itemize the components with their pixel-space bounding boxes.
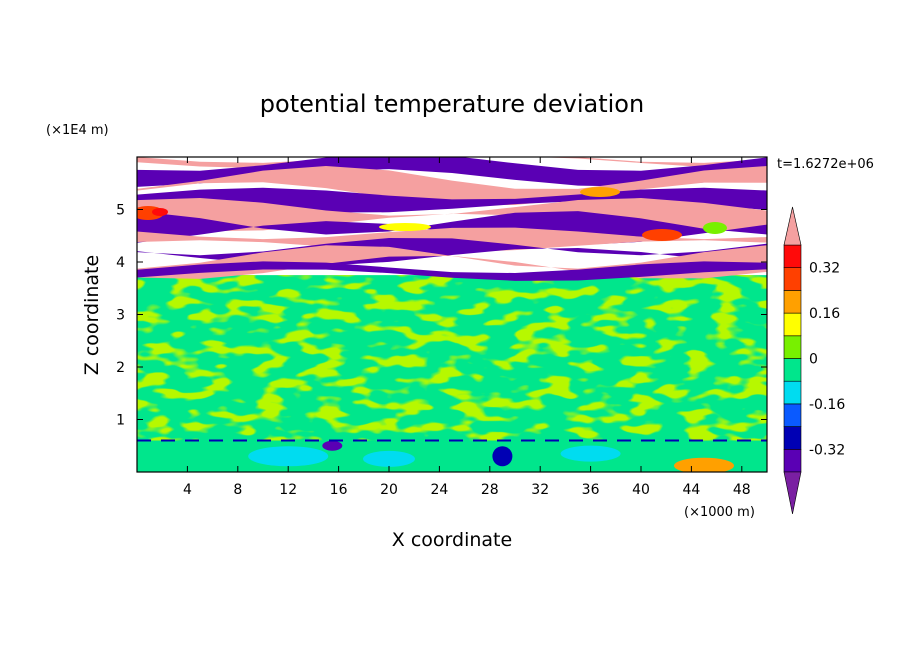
layer-blob	[580, 187, 620, 197]
y-tick-label: 2	[116, 360, 125, 376]
colorbar-segment	[783, 244, 802, 269]
layer-blob	[152, 208, 168, 216]
boundary-blob	[560, 445, 621, 462]
layer-blob	[642, 229, 682, 241]
layer-blob	[703, 222, 727, 234]
x-tick-label: 40	[632, 482, 650, 498]
colorbar-segment	[783, 335, 802, 359]
boundary-blob	[363, 450, 415, 467]
y-axis-label: Z coordinate	[81, 255, 103, 375]
colorbar-segment	[783, 290, 802, 314]
x-tick-label: 32	[531, 482, 549, 498]
x-tick-label: 12	[279, 482, 297, 498]
x-tick-label: 36	[582, 482, 600, 498]
layer-band	[137, 166, 767, 206]
x-tick-label: 4	[183, 482, 192, 498]
x-axis-label: X coordinate	[392, 529, 512, 551]
y-unit-label: (×1E4 m)	[46, 123, 109, 138]
colorbar-label: 0.16	[809, 306, 840, 322]
y-axis: 1 2 3 4 5	[116, 203, 767, 429]
boundary-blob	[322, 440, 343, 451]
colorbar-segment	[783, 380, 802, 405]
field-texture-mid	[137, 275, 767, 441]
x-tick-label: 8	[233, 482, 242, 498]
colorbar-segment	[783, 448, 802, 473]
x-unit-label: (×1000 m)	[684, 505, 755, 520]
colorbar-label: -0.32	[809, 442, 845, 458]
colorbar-extend-max	[783, 206, 802, 246]
colorbar-segment	[783, 403, 802, 427]
boundary-blob	[674, 457, 734, 472]
colorbar-segment	[783, 358, 802, 382]
x-tick-label: 48	[733, 482, 751, 498]
colorbar-label: 0.32	[809, 261, 840, 277]
field-band-boundary	[137, 440, 767, 472]
chart-title: potential temperature deviation	[260, 90, 644, 118]
layer-band	[137, 261, 767, 281]
colorbar-extend-min	[783, 471, 802, 515]
layer-band	[137, 157, 767, 187]
time-label: t=1.6272e+06	[777, 157, 874, 172]
colorbar: 0.32 0.16 0 -0.16 -0.32	[783, 206, 845, 515]
contour-plot-area	[137, 157, 767, 472]
y-tick-label: 1	[116, 413, 125, 429]
colorbar-segment	[783, 426, 802, 450]
x-axis: 4 8 12 16 20 24 28 32 36 40 44 48	[183, 157, 751, 498]
x-tick-label: 24	[430, 482, 448, 498]
layer-blob	[379, 223, 431, 231]
y-tick-label: 5	[116, 203, 125, 219]
colorbar-segment	[783, 267, 802, 291]
x-tick-label: 44	[682, 482, 700, 498]
y-tick-label: 3	[116, 308, 125, 324]
x-tick-label: 20	[380, 482, 398, 498]
y-tick-label: 4	[116, 255, 125, 271]
boundary-blob	[248, 446, 329, 467]
x-tick-label: 28	[481, 482, 499, 498]
boundary-blob	[492, 446, 513, 467]
x-tick-label: 16	[330, 482, 348, 498]
colorbar-label: -0.16	[809, 397, 845, 413]
colorbar-segment	[783, 312, 802, 337]
colorbar-label: 0	[809, 352, 818, 368]
